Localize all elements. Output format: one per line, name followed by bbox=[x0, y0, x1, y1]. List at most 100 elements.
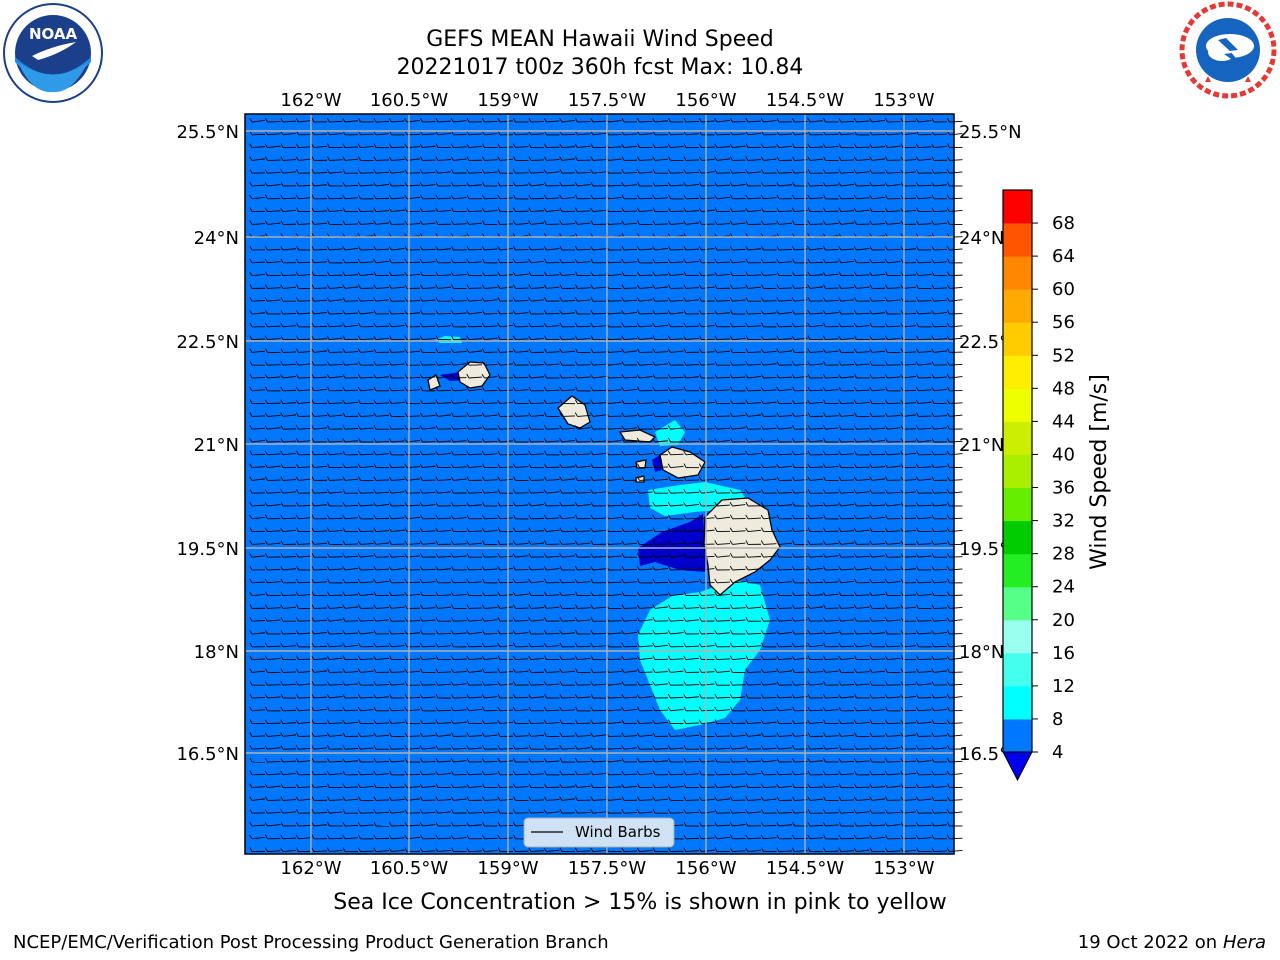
wind-barb bbox=[699, 258, 715, 264]
wind-barb bbox=[295, 156, 312, 161]
wind-barb bbox=[854, 220, 870, 225]
wind-barb bbox=[884, 169, 901, 174]
wind-barb bbox=[543, 156, 560, 161]
wind-barb bbox=[761, 245, 777, 251]
wind-barb bbox=[776, 117, 793, 123]
wind-barb bbox=[559, 220, 576, 225]
island-big-island bbox=[703, 497, 781, 596]
wind-barb bbox=[373, 143, 390, 149]
wind-barb bbox=[853, 245, 870, 251]
wind-barb bbox=[559, 258, 576, 264]
wind-barb bbox=[295, 181, 312, 187]
wind-barb bbox=[761, 207, 777, 213]
wind-barb bbox=[667, 207, 684, 213]
wind-barb bbox=[590, 194, 607, 200]
wind-barb bbox=[822, 181, 839, 187]
wind-barb bbox=[714, 207, 731, 213]
wind-barb bbox=[823, 117, 839, 123]
tick-label: 160.5°W bbox=[370, 858, 449, 879]
wind-barb bbox=[698, 156, 715, 161]
wind-barb bbox=[357, 271, 374, 277]
wind-barb bbox=[900, 220, 917, 225]
wind-barb bbox=[730, 194, 746, 200]
wind-barb bbox=[590, 156, 607, 161]
wind-barb bbox=[450, 271, 467, 277]
wind-barb bbox=[451, 207, 467, 213]
wind-barb bbox=[730, 156, 746, 161]
wind-barb bbox=[838, 169, 854, 174]
wind-barb bbox=[450, 181, 467, 187]
wind-barb bbox=[481, 245, 498, 251]
wind-barb bbox=[776, 207, 793, 213]
tick-label: 24°N bbox=[194, 228, 239, 249]
wind-barb bbox=[264, 117, 281, 123]
wind-barb bbox=[574, 207, 591, 213]
wind-barb bbox=[698, 245, 715, 251]
tick-label: 160.5°W bbox=[370, 90, 449, 111]
wind-barb bbox=[807, 246, 823, 251]
wind-barb bbox=[264, 169, 281, 174]
wind-barb bbox=[373, 258, 389, 264]
wind-barb bbox=[869, 169, 886, 174]
wind-barb bbox=[249, 194, 265, 200]
wind-barb bbox=[559, 143, 575, 149]
wind-barb bbox=[295, 194, 312, 200]
colorbar-segment bbox=[1003, 718, 1032, 753]
colorbar-segment bbox=[1003, 355, 1032, 389]
tick-label: 156°W bbox=[675, 858, 736, 879]
tick-label: 156°W bbox=[675, 90, 736, 111]
wind-barb bbox=[326, 156, 343, 161]
wind-barb bbox=[543, 169, 560, 174]
tick-label: 18°N bbox=[959, 642, 1004, 663]
wind-barb bbox=[280, 143, 297, 149]
wind-barb bbox=[295, 143, 312, 149]
tick-label: 21°N bbox=[959, 435, 1004, 456]
wind-barb bbox=[823, 194, 839, 200]
wind-barb bbox=[590, 207, 606, 213]
wind-barb bbox=[838, 220, 854, 225]
wind-barb bbox=[280, 220, 297, 225]
wind-barb bbox=[543, 181, 560, 187]
wind-barb bbox=[528, 207, 544, 213]
wind-barb bbox=[435, 194, 452, 200]
wind-barb bbox=[621, 194, 638, 200]
wind-barb bbox=[946, 194, 963, 200]
tick-label: 154.5°W bbox=[766, 858, 845, 879]
wind-barb bbox=[373, 156, 390, 161]
wind-barb bbox=[667, 181, 684, 187]
wind-barb bbox=[636, 169, 653, 174]
wind-barb bbox=[745, 245, 761, 251]
wind-barb bbox=[590, 220, 607, 225]
wind-barb bbox=[512, 220, 529, 225]
wind-barb bbox=[838, 194, 855, 200]
colorbar-tick-label: 28 bbox=[1052, 544, 1075, 565]
wind-barb bbox=[249, 220, 266, 225]
wind-barb bbox=[900, 181, 917, 187]
wind-barb bbox=[373, 245, 389, 251]
wind-barb bbox=[621, 220, 637, 225]
wind-barb bbox=[481, 117, 498, 123]
wind-barb bbox=[280, 271, 297, 277]
colorbar-segment bbox=[1003, 388, 1032, 422]
wind-barb bbox=[327, 220, 343, 225]
wind-barb bbox=[280, 117, 296, 123]
wind-barb bbox=[807, 181, 824, 187]
wind-barb bbox=[326, 271, 343, 277]
wind-barb bbox=[853, 181, 870, 187]
wind-barb bbox=[311, 194, 328, 200]
wind-barb bbox=[450, 156, 467, 161]
wind-barb bbox=[264, 181, 281, 187]
wind-barb bbox=[342, 220, 359, 225]
colorbar-segment bbox=[1003, 289, 1032, 323]
wind-barb bbox=[760, 181, 777, 187]
wind-barb bbox=[435, 245, 451, 251]
wind-barb bbox=[482, 143, 498, 149]
wind-barb bbox=[745, 258, 762, 264]
wind-barb bbox=[683, 117, 700, 123]
wind-barb bbox=[357, 181, 374, 187]
wind-barb bbox=[311, 271, 328, 277]
wind-barb bbox=[807, 207, 824, 213]
wind-barb bbox=[482, 258, 498, 264]
wind-barb bbox=[714, 181, 730, 187]
wind-barb bbox=[249, 156, 265, 161]
